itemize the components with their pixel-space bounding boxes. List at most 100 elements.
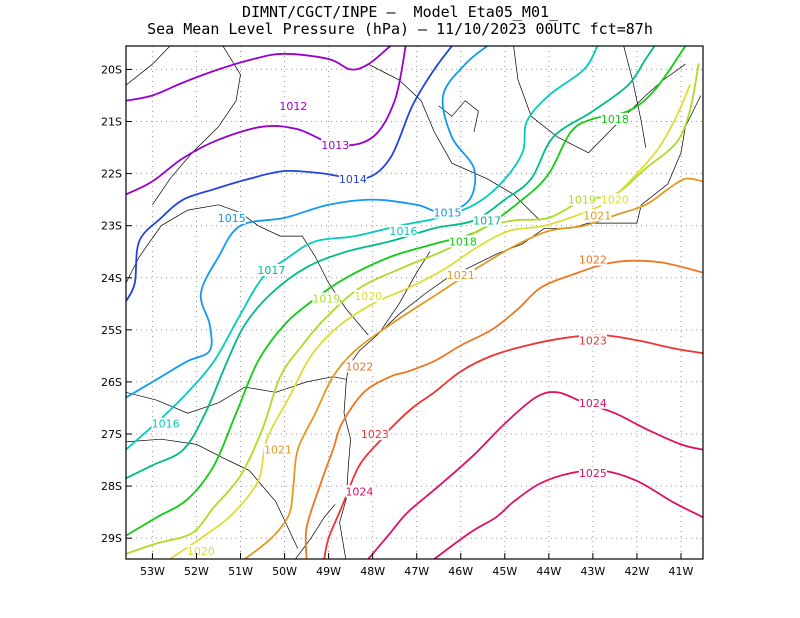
isobar-label-bg xyxy=(151,417,180,430)
coastline-segment xyxy=(294,504,336,559)
isobar-label-bg xyxy=(186,545,215,558)
x-tick-label: 52W xyxy=(184,565,209,578)
x-tick-label: 48W xyxy=(360,565,385,578)
isobar-label-1022: 1022 xyxy=(579,254,607,267)
isobar-label-bg xyxy=(263,443,292,456)
y-tick-label: 24S xyxy=(101,272,122,285)
isobar-1021 xyxy=(244,177,703,559)
isobar-label-bg xyxy=(360,428,389,441)
x-tick-label: 46W xyxy=(448,565,473,578)
isobar-label-1021: 1021 xyxy=(264,444,292,457)
x-tick-label: 53W xyxy=(140,565,165,578)
isobar-1018 xyxy=(126,46,687,537)
isobar-1013 xyxy=(126,46,407,196)
isobar-label-bg xyxy=(600,112,629,125)
isobar-label-1015: 1015 xyxy=(218,212,246,225)
isobar-label-bg xyxy=(321,138,350,151)
isobar-label-1018: 1018 xyxy=(449,235,477,248)
isobar-label-1021: 1021 xyxy=(583,209,611,222)
x-tick-label: 42W xyxy=(624,565,649,578)
isobar-label-bg xyxy=(257,263,286,276)
isobar-label-bg xyxy=(473,214,502,227)
isobar-label-bg xyxy=(345,485,374,498)
isobar-label-1017: 1017 xyxy=(257,264,285,277)
isobar-1017 xyxy=(126,46,656,480)
isobar-labels: 1012 1013 1014 1015 1015 1016 1016 1017 1017 1018… xyxy=(151,99,629,558)
title-line-2: Sea Mean Level Pressure (hPa) – 11/10/20… xyxy=(147,20,653,38)
x-tick-label: 47W xyxy=(404,565,429,578)
title-line-1: DIMNT/CGCT/INPE – Model Eta05_M01_ xyxy=(241,3,559,21)
coastline-segment xyxy=(126,376,347,414)
isobar-label-1021: 1021 xyxy=(447,269,475,282)
y-tick-label: 22S xyxy=(101,168,122,181)
isobar-label-bg xyxy=(217,211,246,224)
grid-lines xyxy=(126,46,703,559)
coastline-segment xyxy=(126,46,171,86)
isobar-label-bg xyxy=(338,172,367,185)
isobar-label-1015: 1015 xyxy=(434,207,462,220)
y-tick-label: 21S xyxy=(101,116,122,129)
isobar-1019 xyxy=(126,63,700,555)
isobar-label-1020: 1020 xyxy=(187,545,215,558)
isobar-1015 xyxy=(126,46,489,399)
coastline-segment xyxy=(126,204,369,336)
isobar-label-bg xyxy=(567,193,596,206)
x-tick-label: 45W xyxy=(492,565,517,578)
y-tick-label: 27S xyxy=(101,428,122,441)
isobar-1020 xyxy=(169,84,691,559)
isobar-label-1016: 1016 xyxy=(152,418,180,431)
isobar-label-bg xyxy=(279,99,308,112)
isobars xyxy=(126,46,703,559)
isobar-label-1017: 1017 xyxy=(473,214,501,227)
y-tick-label: 26S xyxy=(101,376,122,389)
x-tick-label: 43W xyxy=(580,565,605,578)
coastline-segment xyxy=(623,46,647,148)
isobar-label-1018: 1018 xyxy=(601,113,629,126)
x-tick-label: 50W xyxy=(272,565,297,578)
isobar-label-1020: 1020 xyxy=(354,290,382,303)
isobar-label-bg xyxy=(578,467,607,480)
isobar-label-bg xyxy=(578,334,607,347)
isobar-label-bg xyxy=(578,396,607,409)
isobar-label-bg xyxy=(354,289,383,302)
coastline-segment xyxy=(438,100,479,132)
isobar-label-1024: 1024 xyxy=(579,397,607,410)
isobar-1016 xyxy=(126,46,599,451)
isobar-label-1023: 1023 xyxy=(361,428,389,441)
y-tick-label: 29S xyxy=(101,532,122,545)
isobar-label-bg xyxy=(446,269,475,282)
isobar-label-1022: 1022 xyxy=(345,360,373,373)
isobar-1022 xyxy=(304,259,703,559)
isobar-label-bg xyxy=(345,360,374,373)
coastline-segment xyxy=(126,438,299,549)
y-tick-label: 28S xyxy=(101,480,122,493)
isobar-label-1013: 1013 xyxy=(321,139,349,152)
x-tick-label: 44W xyxy=(536,565,561,578)
isobar-label-1023: 1023 xyxy=(579,334,607,347)
isobar-label-1025: 1025 xyxy=(579,467,607,480)
coastline-segment xyxy=(339,95,702,559)
isobar-1012 xyxy=(126,46,392,102)
coastline-segment xyxy=(513,46,686,154)
coastline-segment xyxy=(152,46,241,205)
y-tick-label: 20S xyxy=(101,63,122,76)
isobar-label-1012: 1012 xyxy=(279,100,307,113)
coastline-segment xyxy=(381,251,431,330)
isobar-label-bg xyxy=(578,253,607,266)
axis-ticks: 53W 52W 51W 50W 49W 48W 47W 46W 45W 44W 43W 42W 41W 2… xyxy=(101,63,694,578)
isobar-label-bg xyxy=(433,206,462,219)
isobar-1023 xyxy=(323,334,703,559)
x-tick-label: 41W xyxy=(669,565,694,578)
isobar-label-1019: 1019 xyxy=(312,293,340,306)
y-tick-label: 25S xyxy=(101,324,122,337)
isobar-1025 xyxy=(433,469,703,559)
isobar-1014 xyxy=(126,46,453,303)
isobar-label-1019: 1019 xyxy=(568,194,596,207)
isobar-label-bg xyxy=(600,193,629,206)
isobar-label-bg xyxy=(583,209,612,222)
y-tick-label: 23S xyxy=(101,220,122,233)
coastline-segment xyxy=(368,63,541,221)
isobar-label-1024: 1024 xyxy=(345,485,373,498)
isobar-label-1014: 1014 xyxy=(339,173,367,186)
